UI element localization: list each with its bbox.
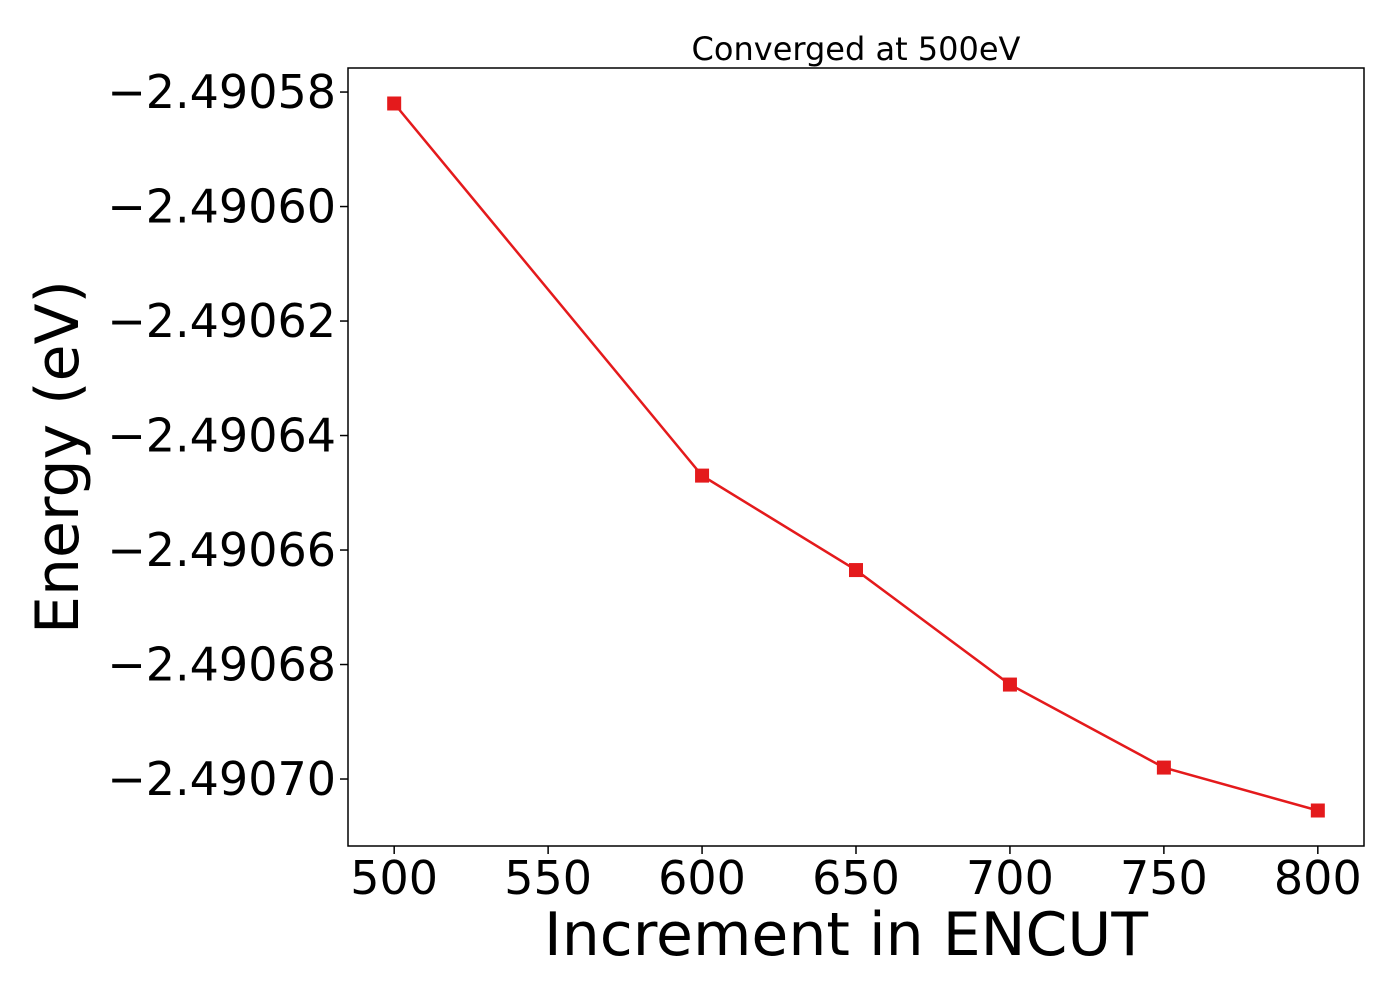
series-layer [387, 96, 1325, 818]
data-point-marker [849, 563, 863, 578]
x-tick-label: 650 [812, 851, 900, 905]
y-tick-label: −2.49070 [107, 752, 336, 806]
data-point-marker [695, 468, 710, 483]
y-tick-label: −2.49068 [107, 638, 336, 692]
data-point-marker [387, 96, 402, 111]
x-tick-label: 800 [1274, 851, 1362, 905]
x-tick-label: 550 [504, 851, 592, 905]
x-tick-label: 500 [350, 851, 438, 905]
plot-frame [347, 67, 1365, 847]
x-tick-label: 750 [1120, 851, 1208, 905]
series-line [393, 102, 1319, 812]
data-point-marker [1156, 760, 1171, 775]
x-tick-label: 700 [966, 851, 1054, 905]
data-point-marker [1310, 803, 1325, 818]
y-tick-label: −2.49064 [107, 409, 336, 463]
x-tick-label: 600 [658, 851, 746, 905]
y-axis: −2.49058 −2.49060 −2.49062 −2.49064 −2.49066… [107, 65, 348, 806]
y-axis-label: Energy (eV) [23, 280, 93, 634]
chart-title: Converged at 500eV [692, 30, 1021, 68]
x-axis-label: Increment in ENCUT [544, 900, 1148, 970]
x-axis: 500 550 600 650 700 750 800 [350, 846, 1362, 905]
y-tick-label: −2.49066 [107, 523, 336, 577]
y-tick-label: −2.49058 [107, 65, 336, 119]
data-point-marker [1002, 677, 1017, 692]
y-tick-label: −2.49062 [107, 294, 336, 348]
y-tick-label: −2.49060 [107, 180, 336, 234]
